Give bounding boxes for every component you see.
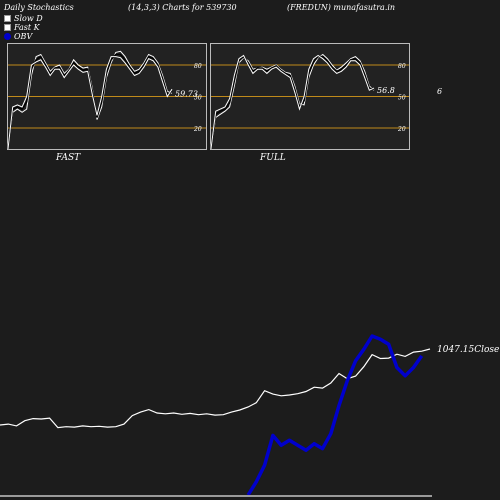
legend-swatch-slow-d [4,15,11,22]
fast-series-line-1 [7,53,173,150]
close-price-line [0,348,431,429]
legend-swatch-obv [4,33,11,40]
legend-label-slow-d: Slow D [14,14,43,23]
legend-label-fast-k: Fast K [14,23,40,32]
fast-panel-label: FAST [56,153,81,163]
legend-item-obv: OBV [4,32,43,41]
full-series-line-0 [210,53,375,150]
fast-tick-label-80: 80 [194,63,202,70]
full-series-line-1 [210,55,375,150]
full-tick-label-20: 20 [397,126,406,133]
header-right: (FREDUN) munafasutra.in [287,3,396,12]
full-last-value-label: 56.8 [377,86,395,95]
legend-swatch-fast-k [4,24,11,31]
legend-item-fast-k: Fast K [4,23,43,32]
volume-baseline [0,495,432,497]
header-center: (14,3,3) Charts for 539730 [128,3,237,12]
full-panel-label: FULL [260,153,286,163]
legend-label-obv: OBV [14,32,33,41]
full-tick-label-50: 50 [398,95,406,102]
fast-series-line-2 [7,56,173,150]
full-tick-label-80: 80 [398,63,406,70]
full-series-line-2 [210,54,375,150]
header-left: Daily Stochastics [4,3,74,12]
legend-item-slow-d: Slow D [4,14,43,23]
side-value: 6 [437,87,443,96]
obv-line [246,334,424,496]
legend: Slow D Fast K OBV [4,14,43,41]
fast-tick-label-50: 50 [194,95,202,102]
fast-tick-label-20: 20 [193,126,202,133]
close-last-value-label: 1047.15Close [437,345,499,355]
fast-last-value-label: 59.73 [175,89,198,98]
